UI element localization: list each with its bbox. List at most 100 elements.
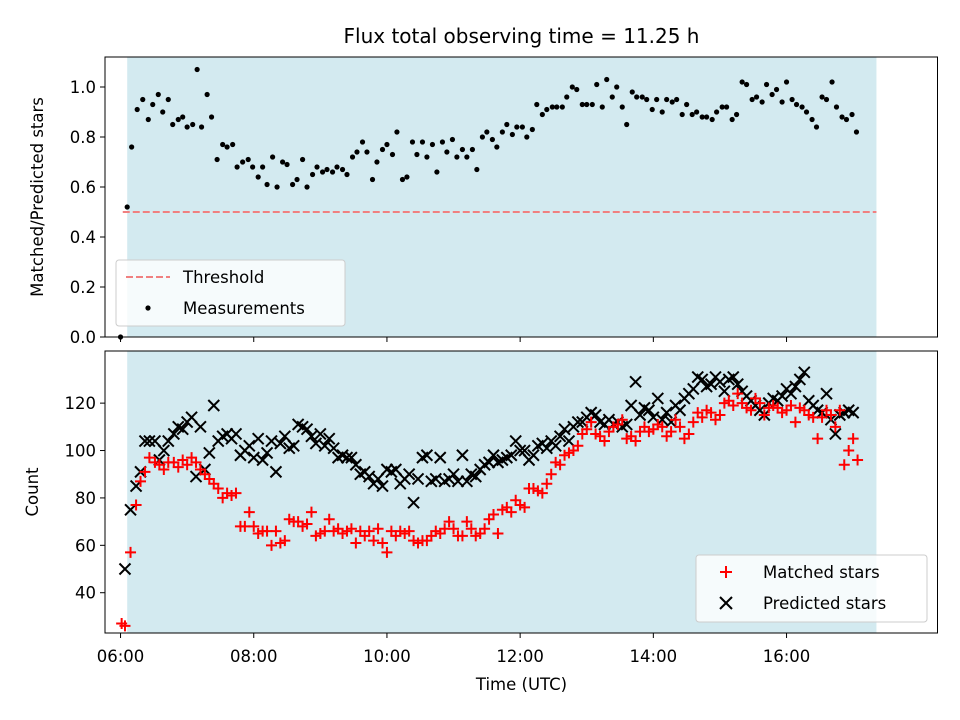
predicted-stars-point: [829, 427, 842, 441]
measurement-point: [140, 96, 146, 103]
y-tick-label: 120: [65, 394, 97, 413]
measurement-point: [709, 116, 715, 123]
measurement-point: [439, 139, 446, 145]
predicted-stars-point: [407, 496, 420, 509]
measurement-point: [404, 174, 410, 180]
measurement-point: [394, 129, 400, 135]
measurement-point: [334, 164, 340, 170]
predicted-stars-point: [420, 449, 434, 462]
measurement-point: [589, 101, 595, 108]
matched-stars-point: [727, 400, 739, 412]
measurement-point: [314, 164, 320, 170]
predicted-stars-point: [695, 373, 709, 386]
matched-stars-point: [377, 537, 388, 549]
measurement-point: [739, 79, 745, 85]
x-tick-label: 10:00: [363, 647, 411, 666]
measurement-point: [763, 81, 770, 88]
matched-stars-point: [492, 527, 504, 539]
y-tick-label: 100: [65, 442, 97, 461]
predicted-stars-point: [323, 432, 336, 445]
measurement-point: [294, 176, 300, 183]
predicted-stars-point: [265, 434, 278, 448]
matched-stars-point: [745, 404, 757, 416]
predicted-stars-point: [460, 475, 474, 488]
matched-stars-point: [732, 388, 744, 400]
matched-stars-point: [536, 487, 548, 499]
matched-stars-point: [825, 409, 837, 421]
matched-stars-point: [714, 409, 726, 421]
measurement-point: [679, 111, 685, 118]
matched-stars-point: [461, 516, 473, 528]
measurement-point: [165, 96, 171, 103]
matched-stars-point: [758, 409, 770, 421]
predicted-stars-point: [305, 430, 318, 443]
matched-stars-point: [381, 546, 393, 558]
matched-stars-point: [403, 525, 415, 537]
matched-stars-point: [479, 523, 491, 535]
measurement-point: [614, 84, 620, 90]
matched-stars-point: [545, 468, 557, 480]
measurement-point: [379, 146, 386, 153]
measurement-point: [240, 159, 246, 165]
matched-stars-point: [687, 416, 699, 428]
measurement-point: [699, 114, 705, 120]
predicted-stars-point: [376, 479, 389, 493]
matched-stars-point: [125, 546, 137, 558]
bottom-y-axis-label: Count: [23, 467, 42, 517]
top-measurements: [117, 66, 860, 340]
measurement-point: [449, 136, 456, 143]
matched-stars-point: [465, 523, 477, 535]
matched-stars-point: [816, 411, 828, 423]
x-tick-label: 08:00: [230, 647, 278, 666]
measurement-point: [724, 104, 730, 110]
top-panel-frame: [104, 56, 938, 338]
measurement-point: [245, 156, 251, 163]
measurement-point: [464, 154, 470, 160]
measurement-point: [354, 149, 360, 155]
matched-stars-point: [368, 535, 380, 547]
matched-stars-point: [519, 501, 531, 513]
measurement-point: [793, 101, 800, 108]
predicted-stars-point: [713, 375, 727, 389]
matched-stars-point: [190, 456, 202, 468]
measurement-point: [509, 131, 515, 138]
matched-stars-point: [847, 433, 859, 445]
predicted-stars-point: [340, 451, 354, 464]
predicted-stars-point: [269, 465, 283, 479]
chart-title: Flux total observing time = 11.25 h: [344, 24, 700, 48]
measurement-point: [459, 146, 466, 153]
measurement-point: [260, 164, 266, 170]
matched-stars-point: [345, 523, 357, 535]
measurement-point: [729, 116, 735, 123]
measurement-point: [134, 106, 140, 113]
measurement-point: [384, 141, 390, 148]
predicted-stars-point: [469, 470, 482, 483]
measurement-point: [309, 171, 316, 178]
predicted-stars-point: [251, 432, 265, 445]
predicted-stars-point: [651, 392, 664, 405]
predicted-stars-point: [553, 430, 567, 443]
matched-stars-point: [266, 539, 277, 551]
measurement-point: [289, 181, 296, 188]
predicted-stars-point: [798, 366, 811, 379]
matched-stars-point: [212, 482, 224, 494]
predicted-stars-point: [434, 451, 447, 464]
measurement-point: [220, 141, 226, 148]
measurement-point: [644, 96, 650, 103]
measurement-point: [409, 139, 416, 145]
predicted-stars-point: [118, 562, 132, 576]
measurement-point: [364, 149, 370, 155]
measurement-point: [160, 109, 166, 115]
measurement-point: [274, 184, 280, 190]
matched-stars-point: [230, 487, 242, 499]
matched-stars-point: [665, 426, 677, 438]
matched-stars-point: [301, 518, 313, 530]
measurement-point: [609, 94, 615, 100]
matched-stars-point: [350, 537, 362, 549]
predicted-stars-point: [846, 406, 860, 419]
predicted-stars-point: [429, 472, 442, 486]
measurement-point: [654, 96, 660, 103]
x-tick-label: 14:00: [630, 647, 678, 666]
predicted-stars-point: [203, 446, 216, 460]
top-legend-box: [115, 259, 346, 327]
